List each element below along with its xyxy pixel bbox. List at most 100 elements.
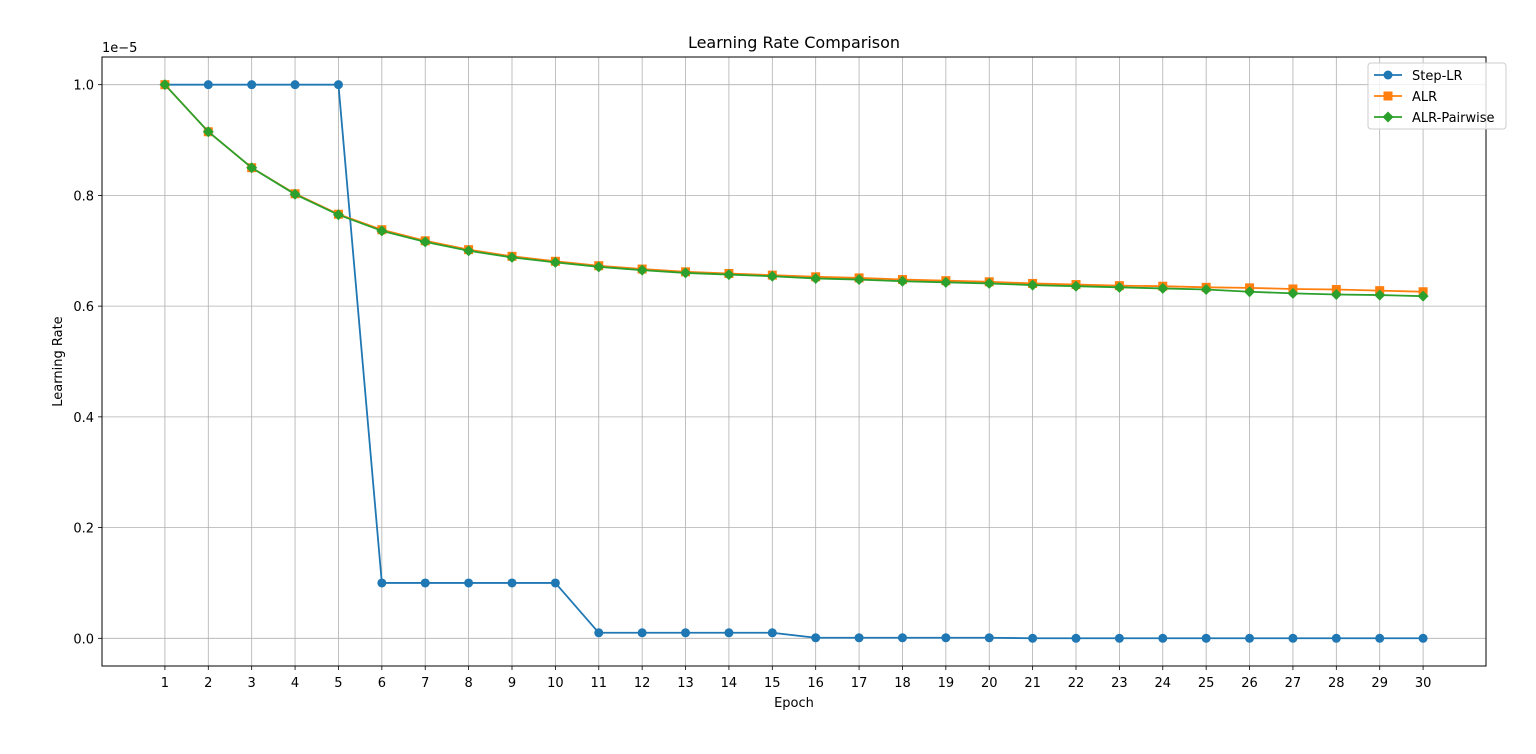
- data-point-step-lr: [550, 578, 560, 588]
- data-point-alr-pairwise: [723, 269, 735, 281]
- x-tick-label: 26: [1241, 676, 1258, 691]
- data-point-alr-pairwise: [636, 264, 648, 276]
- x-tick-label: 13: [677, 676, 694, 691]
- data-point-step-lr: [247, 80, 257, 90]
- x-tick-label: 30: [1415, 676, 1432, 691]
- data-point-step-lr: [724, 628, 734, 638]
- data-point-step-lr: [1245, 633, 1255, 643]
- y-axis-offset-label: 1e−5: [102, 41, 137, 56]
- y-tick-label: 1.0: [73, 79, 94, 94]
- x-tick-label: 16: [807, 676, 824, 691]
- data-point-step-lr: [1158, 633, 1168, 643]
- grid: [102, 57, 1486, 666]
- data-point-step-lr: [681, 628, 691, 638]
- data-point-alr-pairwise: [1287, 287, 1299, 299]
- data-point-alr-pairwise: [1244, 286, 1256, 298]
- data-point-step-lr: [1288, 633, 1298, 643]
- data-point-alr-pairwise: [810, 272, 822, 284]
- data-point-alr-pairwise: [1070, 280, 1082, 292]
- series-layer: [159, 79, 1429, 643]
- x-tick-label: 14: [721, 676, 738, 691]
- series-alr: [160, 80, 1428, 297]
- data-point-alr-pairwise: [506, 251, 518, 263]
- data-point-step-lr: [377, 578, 387, 588]
- x-tick-label: 2: [204, 676, 212, 691]
- plot-frame: [101, 56, 1487, 667]
- data-point-alr-pairwise: [246, 162, 258, 174]
- legend-marker-step-lr: [1383, 70, 1393, 80]
- data-point-alr-pairwise: [332, 209, 344, 221]
- data-point-alr-pairwise: [680, 267, 692, 279]
- data-point-step-lr: [1201, 633, 1211, 643]
- y-tick-label: 0.6: [73, 300, 94, 315]
- data-point-step-lr: [637, 628, 647, 638]
- data-point-alr-pairwise: [202, 126, 214, 138]
- y-tick-label: 0.8: [73, 189, 94, 204]
- series-line-alr: [164, 84, 1424, 293]
- y-axis-label: Learning Rate: [51, 316, 66, 406]
- data-point-step-lr: [507, 578, 517, 588]
- data-point-step-lr: [1418, 633, 1428, 643]
- data-point-step-lr: [203, 80, 213, 90]
- y-tick-label: 0.2: [73, 522, 94, 537]
- y-tick-label: 0.4: [73, 411, 94, 426]
- x-tick-label: 11: [590, 676, 607, 691]
- x-tick-label: 6: [378, 676, 386, 691]
- data-point-step-lr: [594, 628, 604, 638]
- data-point-step-lr: [290, 80, 300, 90]
- data-point-alr-pairwise: [1200, 284, 1212, 296]
- legend-item-alr-pairwise: ALR-Pairwise: [1374, 111, 1495, 126]
- ticks: 1 2 3 4 5 6 7 8 9 10 11 12 13 14 15 16 17 18 19 20 21 22 23 24 2…: [73, 79, 1431, 691]
- data-point-step-lr: [984, 633, 994, 643]
- x-tick-label: 12: [634, 676, 651, 691]
- x-tick-label: 19: [938, 676, 955, 691]
- data-point-alr-pairwise: [159, 79, 171, 91]
- data-point-step-lr: [941, 633, 951, 643]
- series-step-lr: [160, 80, 1428, 643]
- data-point-step-lr: [811, 633, 821, 643]
- legend-label-alr-pairwise: ALR-Pairwise: [1412, 111, 1495, 126]
- x-tick-label: 24: [1155, 676, 1172, 691]
- data-point-alr-pairwise: [289, 188, 301, 200]
- x-tick-label: 18: [894, 676, 911, 691]
- legend-label-step-lr: Step-LR: [1412, 69, 1463, 84]
- legend-item-step-lr: Step-LR: [1374, 69, 1463, 84]
- data-point-alr-pairwise: [1113, 281, 1125, 293]
- data-point-step-lr: [1071, 633, 1081, 643]
- data-point-step-lr: [420, 578, 430, 588]
- x-tick-label: 23: [1111, 676, 1128, 691]
- x-tick-label: 28: [1328, 676, 1345, 691]
- x-tick-label: 4: [291, 676, 299, 691]
- x-tick-label: 27: [1285, 676, 1302, 691]
- x-tick-label: 17: [851, 676, 868, 691]
- data-point-alr-pairwise: [1374, 289, 1386, 301]
- data-point-step-lr: [1375, 633, 1385, 643]
- data-point-step-lr: [1028, 633, 1038, 643]
- data-point-alr-pairwise: [593, 261, 605, 273]
- x-tick-label: 8: [464, 676, 472, 691]
- data-point-alr-pairwise: [1027, 279, 1039, 291]
- data-point-alr-pairwise: [983, 277, 995, 289]
- data-point-alr-pairwise: [1330, 289, 1342, 301]
- x-tick-label: 5: [334, 676, 342, 691]
- x-tick-label: 10: [547, 676, 564, 691]
- data-point-alr-pairwise: [376, 225, 388, 237]
- legend-marker-alr-pairwise: [1382, 111, 1394, 123]
- legend: Step-LR ALR ALR-Pairwise: [1367, 62, 1507, 130]
- x-tick-label: 29: [1371, 676, 1388, 691]
- series-alr-pairwise: [159, 79, 1429, 302]
- x-tick-label: 9: [508, 676, 516, 691]
- data-point-alr-pairwise: [940, 276, 952, 288]
- series-line-step-lr: [164, 83, 1424, 640]
- data-point-alr-pairwise: [463, 245, 475, 257]
- x-tick-label: 22: [1068, 676, 1085, 691]
- legend-item-alr: ALR: [1374, 90, 1437, 105]
- data-point-step-lr: [1114, 633, 1124, 643]
- legend-box: [1367, 62, 1507, 130]
- data-point-step-lr: [333, 80, 343, 90]
- data-point-step-lr: [854, 633, 864, 643]
- x-tick-label: 21: [1024, 676, 1041, 691]
- data-point-alr-pairwise: [853, 274, 865, 286]
- data-point-alr-pairwise: [1157, 282, 1169, 294]
